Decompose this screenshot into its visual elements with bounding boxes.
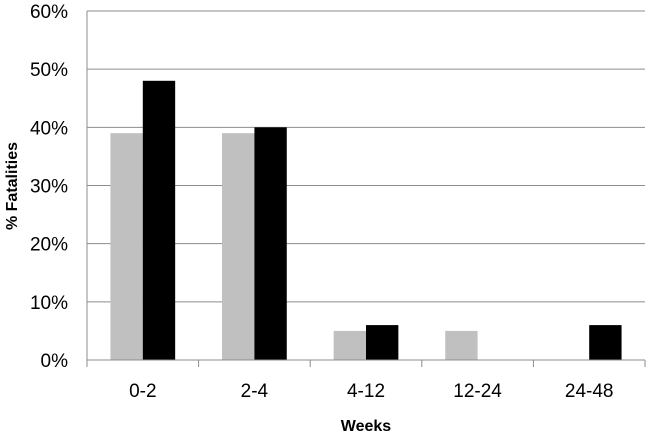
bar	[333, 330, 366, 360]
bar	[366, 325, 399, 360]
y-tick-label: 50%	[30, 60, 68, 81]
gridlines	[87, 10, 645, 303]
bar	[142, 80, 176, 361]
y-axis-title: % Fatalities	[4, 142, 21, 230]
y-tick-label: 0%	[41, 351, 69, 372]
x-tick-label: 24-48	[565, 381, 614, 402]
bar	[222, 133, 255, 360]
bar	[110, 133, 143, 360]
bar	[254, 127, 287, 360]
y-tick-label: 30%	[30, 177, 68, 198]
axes	[86, 11, 646, 367]
bar	[445, 330, 478, 360]
y-tick-label: 60%	[30, 2, 68, 23]
x-tick-label: 2-4	[241, 381, 269, 402]
y-tick-label: 10%	[30, 293, 68, 314]
y-tick-label: 20%	[30, 235, 68, 256]
x-tick-label: 12-24	[453, 381, 502, 402]
bars	[110, 80, 622, 361]
y-tick-labels: 0% 10% 20% 30% 40% 50% 60%	[30, 2, 68, 372]
bar	[589, 325, 622, 360]
x-tick-label: 4-12	[347, 381, 385, 402]
y-tick-label: 40%	[30, 118, 68, 139]
x-axis-title: Weeks	[341, 418, 392, 435]
x-tick-label: 0-2	[129, 381, 156, 402]
x-tick-labels: 0-2 2-4 4-12 12-24 24-48	[129, 381, 613, 402]
